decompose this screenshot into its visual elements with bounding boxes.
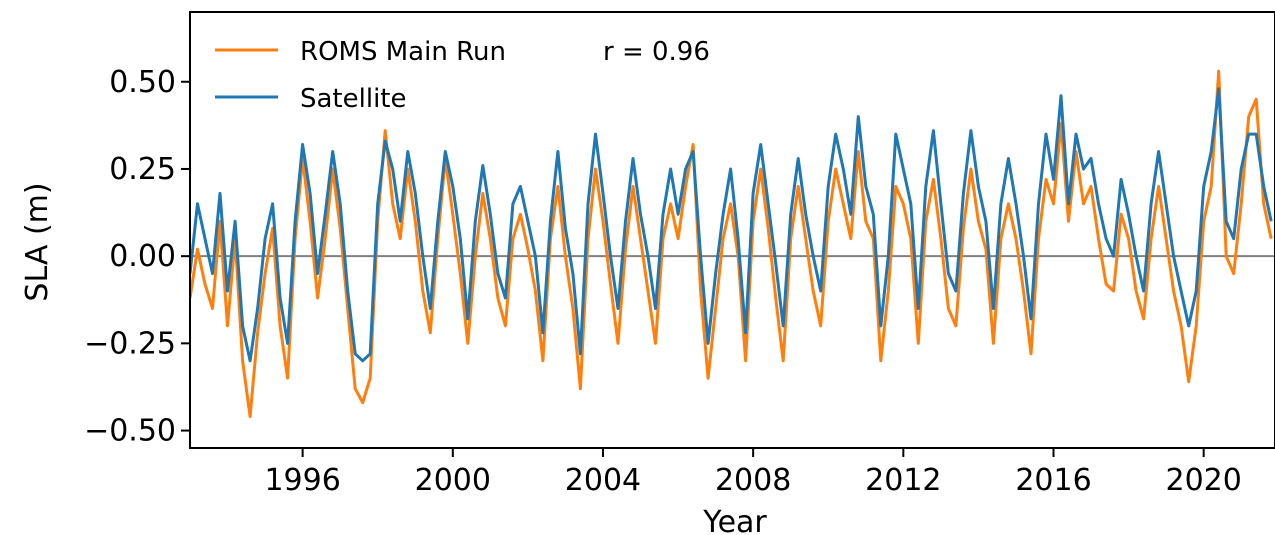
- x-tick-label: 2020: [1165, 463, 1241, 498]
- legend-label-roms: ROMS Main Run: [300, 37, 506, 67]
- y-tick-label: −0.50: [84, 414, 176, 449]
- series-line-satellite: [190, 87, 1273, 363]
- x-axis-label: Year: [702, 505, 767, 535]
- y-axis-ticks: −0.50 −0.25 0.00 0.25 0.50: [84, 65, 190, 449]
- plot-area-frame: [189, 11, 1275, 449]
- series-line-roms-main-run: [190, 69, 1273, 419]
- x-tick-label: 2012: [865, 463, 941, 498]
- y-tick-label: 0.00: [109, 239, 176, 274]
- series-lines: [190, 69, 1273, 419]
- x-tick-label: 2004: [565, 463, 641, 498]
- x-tick-label: 2000: [415, 463, 491, 498]
- legend-label-satellite: Satellite: [300, 84, 407, 114]
- x-tick-label: 2016: [1015, 463, 1091, 498]
- y-tick-label: 0.50: [109, 65, 176, 100]
- correlation-annotation: r = 0.96: [603, 37, 710, 67]
- x-axis-ticks: 1996 2000 2004 2008 2012 2016 2020: [264, 448, 1242, 498]
- y-tick-label: −0.25: [84, 326, 176, 361]
- legend: ROMS Main Run Satellite: [215, 37, 506, 114]
- y-tick-label: 0.25: [109, 152, 176, 187]
- y-axis-label: SLA (m): [20, 182, 55, 301]
- x-tick-label: 1996: [264, 463, 340, 498]
- x-tick-label: 2008: [715, 463, 791, 498]
